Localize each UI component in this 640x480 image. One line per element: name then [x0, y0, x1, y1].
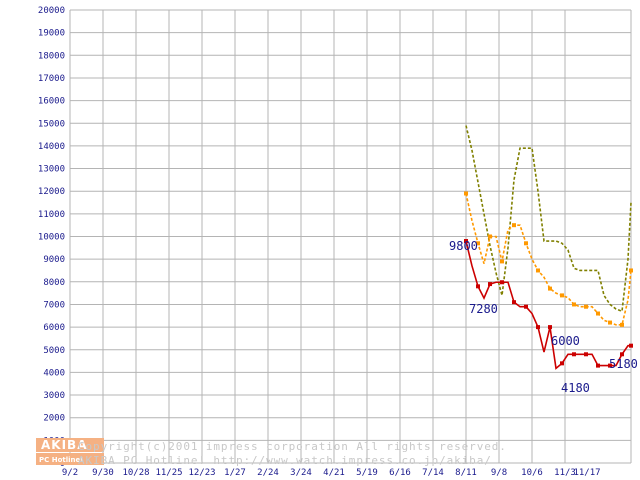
y-axis-tick-label: 10000 — [38, 233, 65, 243]
data-point-label: 7280 — [469, 302, 498, 316]
series-marker-average — [584, 304, 588, 309]
x-axis-tick-label: 8/11 — [455, 468, 477, 478]
series-marker-average — [596, 311, 600, 316]
akiba-logo-bottom-text: PC Hotline! — [39, 456, 83, 464]
y-axis-tick-label: 19000 — [38, 29, 65, 39]
x-axis-tick-label: 6/16 — [389, 468, 411, 478]
x-axis-tick-label: 3/24 — [290, 468, 312, 478]
x-axis-tick-label: 9/2 — [62, 468, 78, 478]
series-marker-average — [620, 322, 624, 327]
x-axis-tick-label: 4/21 — [323, 468, 345, 478]
x-axis-tick-label: 7/14 — [422, 468, 444, 478]
series-marker-minimum — [500, 280, 504, 285]
y-axis-tick-label: 3000 — [43, 391, 65, 401]
x-axis-tick-label: 9/8 — [491, 468, 507, 478]
akiba-logo-top-text: AKIBA — [41, 438, 87, 452]
series-marker-minimum — [512, 300, 516, 305]
watermark-layer: AKIBA PC Hotline! Copyright(c)2001 impre… — [36, 438, 507, 467]
y-axis-tick-label: 7000 — [43, 300, 65, 310]
series-marker-minimum — [560, 361, 564, 366]
x-axis-tick-label: 11/3 — [554, 468, 576, 478]
x-axis-tick-label: 2/24 — [257, 468, 279, 478]
chart-series-layer — [464, 125, 633, 370]
chart-gridlines — [69, 9, 632, 464]
y-axis-tick-label: 17000 — [38, 74, 65, 84]
y-axis-tick-label: 11000 — [38, 210, 65, 220]
x-axis-tick-label: 1/27 — [224, 468, 246, 478]
series-marker-minimum — [524, 304, 528, 309]
series-marker-minimum — [608, 363, 612, 368]
y-axis-tick-label: 5000 — [43, 346, 65, 356]
y-axis-tick-label: 18000 — [38, 51, 65, 61]
data-point-label: 9800 — [449, 239, 478, 253]
data-point-label: 5180 — [609, 357, 638, 371]
x-axis-tick-label: 10/28 — [122, 468, 149, 478]
y-axis-tick-label: 20000 — [38, 6, 65, 16]
y-axis-tick-label: 12000 — [38, 187, 65, 197]
y-axis-tick-label: 6000 — [43, 323, 65, 333]
series-marker-average — [572, 302, 576, 307]
series-marker-average — [548, 286, 552, 291]
x-axis-tick-labels: 9/2 9/30 10/28 11/25 12/23 1/27 2/24 3/24 4/21 5/… — [62, 468, 601, 478]
series-marker-average — [524, 241, 528, 246]
data-point-labels: 9800 7280 6000 4180 5180 — [449, 239, 638, 395]
y-axis-tick-label: 9000 — [43, 255, 65, 265]
y-axis-tick-labels: 0100020003000400050006000700080009000100… — [38, 6, 65, 469]
series-marker-minimum — [620, 352, 624, 357]
series-marker-average — [500, 259, 504, 264]
site-url-text: AKIBA PC Hotline! http://www.watch.impre… — [78, 454, 492, 467]
data-point-label: 6000 — [551, 334, 580, 348]
series-marker-average — [476, 241, 480, 246]
copyright-text: Copyright(c)2001 impress corporation All… — [78, 440, 507, 453]
series-marker-average — [488, 234, 492, 239]
y-axis-tick-label: 16000 — [38, 97, 65, 107]
series-marker-minimum — [572, 352, 576, 357]
series-marker-minimum — [476, 284, 480, 289]
x-axis-tick-label: 5/19 — [356, 468, 378, 478]
series-marker-minimum — [464, 239, 468, 244]
series-line-average — [465, 193, 632, 326]
x-axis-tick-label: 12/23 — [188, 468, 215, 478]
y-axis-tick-label: 2000 — [43, 414, 65, 424]
y-axis-tick-label: 14000 — [38, 142, 65, 152]
series-marker-minimum — [488, 282, 492, 287]
series-marker-minimum — [629, 343, 633, 348]
x-axis-tick-label: 10/6 — [521, 468, 543, 478]
akiba-logo-bottom-background — [36, 453, 104, 465]
y-axis-tick-label: 4000 — [43, 368, 65, 378]
series-line-max — [465, 125, 632, 313]
y-axis-tick-label: 8000 — [43, 278, 65, 288]
series-marker-average — [464, 191, 468, 196]
x-axis-tick-label: 11/25 — [155, 468, 182, 478]
x-axis-tick-label: 11/17 — [573, 468, 600, 478]
series-marker-minimum — [596, 363, 600, 368]
series-marker-minimum — [536, 325, 540, 330]
series-marker-average — [608, 320, 612, 325]
series-marker-average — [512, 223, 516, 228]
akiba-logo-top-background — [36, 438, 104, 452]
x-axis-tick-label: 9/30 — [92, 468, 114, 478]
y-axis-tick-label: 13000 — [38, 165, 65, 175]
series-marker-average — [560, 293, 564, 298]
data-point-label: 4180 — [561, 381, 590, 395]
series-marker-minimum — [548, 325, 552, 330]
series-marker-average — [536, 268, 540, 273]
series-marker-minimum — [584, 352, 588, 357]
y-axis-tick-label: 15000 — [38, 119, 65, 129]
series-marker-average — [629, 268, 633, 273]
